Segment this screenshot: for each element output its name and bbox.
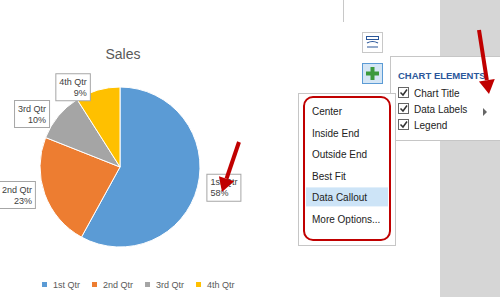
svg-text:More Options...: More Options...: [312, 214, 380, 225]
svg-text:CHART ELEMENTS: CHART ELEMENTS: [398, 70, 486, 81]
svg-text:58%: 58%: [210, 188, 228, 198]
svg-text:2nd Qtr: 2nd Qtr: [2, 185, 32, 195]
svg-text:1st Qtr: 1st Qtr: [53, 280, 80, 290]
svg-text:4th Qtr: 4th Qtr: [207, 280, 235, 290]
svg-text:1st Qtr: 1st Qtr: [210, 177, 237, 187]
svg-text:Outside End: Outside End: [312, 149, 367, 160]
svg-text:Inside End: Inside End: [312, 128, 359, 139]
svg-text:Sales: Sales: [105, 46, 140, 62]
svg-text:10%: 10%: [28, 115, 46, 125]
svg-text:2nd Qtr: 2nd Qtr: [103, 280, 133, 290]
svg-text:23%: 23%: [14, 196, 32, 206]
svg-text:Center: Center: [312, 106, 343, 117]
svg-text:Legend: Legend: [414, 120, 447, 131]
svg-text:9%: 9%: [74, 88, 87, 98]
svg-text:Data Callout: Data Callout: [312, 192, 367, 203]
svg-text:Chart Title: Chart Title: [414, 88, 460, 99]
svg-text:Best Fit: Best Fit: [312, 171, 346, 182]
svg-text:4th Qtr: 4th Qtr: [59, 77, 87, 87]
svg-text:3rd Qtr: 3rd Qtr: [156, 280, 184, 290]
svg-text:3rd Qtr: 3rd Qtr: [18, 104, 46, 114]
svg-text:Data Labels: Data Labels: [414, 104, 467, 115]
